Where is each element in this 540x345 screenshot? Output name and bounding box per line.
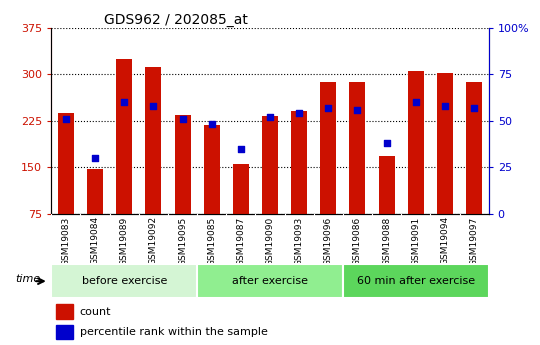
Text: GSM19094: GSM19094 xyxy=(441,216,449,265)
Point xyxy=(207,122,216,127)
Bar xyxy=(204,125,220,260)
Text: after exercise: after exercise xyxy=(232,276,308,286)
Text: GSM19083: GSM19083 xyxy=(62,216,70,266)
Text: time: time xyxy=(15,274,40,284)
Bar xyxy=(233,164,249,260)
Text: GSM19089: GSM19089 xyxy=(120,216,129,266)
Bar xyxy=(320,82,336,260)
Bar xyxy=(437,73,453,260)
Text: GSM19092: GSM19092 xyxy=(149,216,158,265)
Text: GDS962 / 202085_at: GDS962 / 202085_at xyxy=(104,12,248,27)
FancyBboxPatch shape xyxy=(343,264,489,298)
Point xyxy=(470,105,478,110)
Text: GSM19096: GSM19096 xyxy=(324,216,333,266)
Bar xyxy=(408,71,424,260)
Bar xyxy=(87,169,103,260)
Bar xyxy=(56,304,73,319)
Text: GSM19095: GSM19095 xyxy=(178,216,187,266)
Text: GSM19086: GSM19086 xyxy=(353,216,362,266)
Bar xyxy=(291,111,307,260)
Point xyxy=(237,146,245,151)
Text: GSM19085: GSM19085 xyxy=(207,216,216,266)
Bar xyxy=(379,156,395,260)
Point xyxy=(120,99,129,105)
Bar xyxy=(145,67,161,260)
Bar xyxy=(466,82,482,260)
Text: GSM19097: GSM19097 xyxy=(470,216,478,266)
Bar xyxy=(58,113,74,260)
Point xyxy=(295,110,303,116)
Text: GSM19091: GSM19091 xyxy=(411,216,420,266)
Bar xyxy=(262,116,278,260)
FancyBboxPatch shape xyxy=(51,264,197,298)
Text: percentile rank within the sample: percentile rank within the sample xyxy=(80,327,268,337)
Bar xyxy=(116,59,132,260)
Point xyxy=(441,103,449,109)
Text: count: count xyxy=(80,307,111,317)
Text: GSM19088: GSM19088 xyxy=(382,216,391,266)
Bar xyxy=(174,115,191,260)
Point xyxy=(411,99,420,105)
Bar xyxy=(56,325,73,339)
Point xyxy=(324,105,333,110)
Text: GSM19087: GSM19087 xyxy=(237,216,245,266)
Point xyxy=(353,107,362,112)
Point xyxy=(62,116,70,122)
Bar xyxy=(349,82,366,260)
Text: GSM19090: GSM19090 xyxy=(266,216,274,266)
Text: before exercise: before exercise xyxy=(82,276,167,286)
Point xyxy=(178,116,187,122)
Text: GSM19093: GSM19093 xyxy=(295,216,303,266)
Text: GSM19084: GSM19084 xyxy=(91,216,99,265)
Point xyxy=(91,155,99,161)
FancyBboxPatch shape xyxy=(197,264,343,298)
Text: 60 min after exercise: 60 min after exercise xyxy=(357,276,475,286)
Point xyxy=(149,103,158,109)
Point xyxy=(382,140,391,146)
Point xyxy=(266,114,274,120)
